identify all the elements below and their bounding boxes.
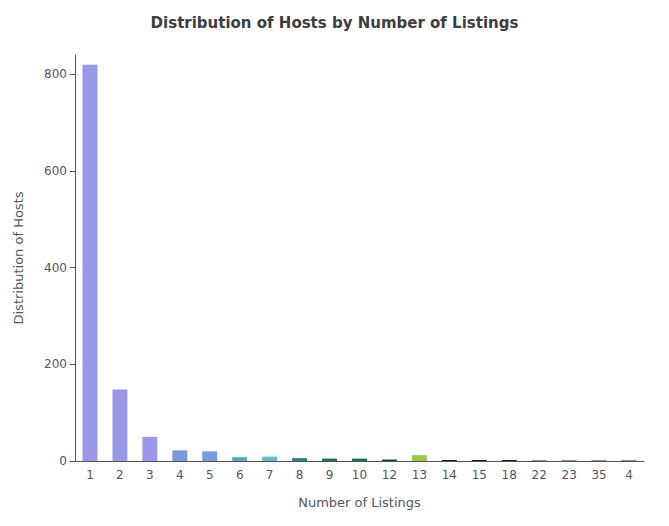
svg-text:22: 22 xyxy=(532,468,547,482)
svg-text:2: 2 xyxy=(116,468,124,482)
svg-text:14: 14 xyxy=(442,468,457,482)
svg-text:12: 12 xyxy=(382,468,397,482)
svg-text:0: 0 xyxy=(59,454,67,468)
svg-text:10: 10 xyxy=(352,468,367,482)
svg-text:Number of Listings: Number of Listings xyxy=(298,495,421,510)
svg-text:9: 9 xyxy=(326,468,334,482)
svg-text:7: 7 xyxy=(266,468,274,482)
svg-text:Distribution of Hosts: Distribution of Hosts xyxy=(11,191,26,324)
svg-text:1: 1 xyxy=(86,468,94,482)
svg-text:8: 8 xyxy=(296,468,304,482)
svg-text:3: 3 xyxy=(146,468,154,482)
svg-text:18: 18 xyxy=(502,468,517,482)
svg-text:35: 35 xyxy=(591,468,606,482)
svg-text:13: 13 xyxy=(412,468,427,482)
svg-text:23: 23 xyxy=(561,468,576,482)
svg-text:6: 6 xyxy=(236,468,244,482)
svg-text:4: 4 xyxy=(176,468,184,482)
svg-text:Distribution of Hosts by Numbe: Distribution of Hosts by Number of Listi… xyxy=(151,14,519,32)
svg-text:400: 400 xyxy=(44,261,67,275)
svg-text:15: 15 xyxy=(472,468,487,482)
svg-text:800: 800 xyxy=(44,67,67,81)
svg-text:5: 5 xyxy=(206,468,214,482)
svg-text:600: 600 xyxy=(44,164,67,178)
svg-text:4: 4 xyxy=(625,468,633,482)
svg-text:200: 200 xyxy=(44,357,67,371)
